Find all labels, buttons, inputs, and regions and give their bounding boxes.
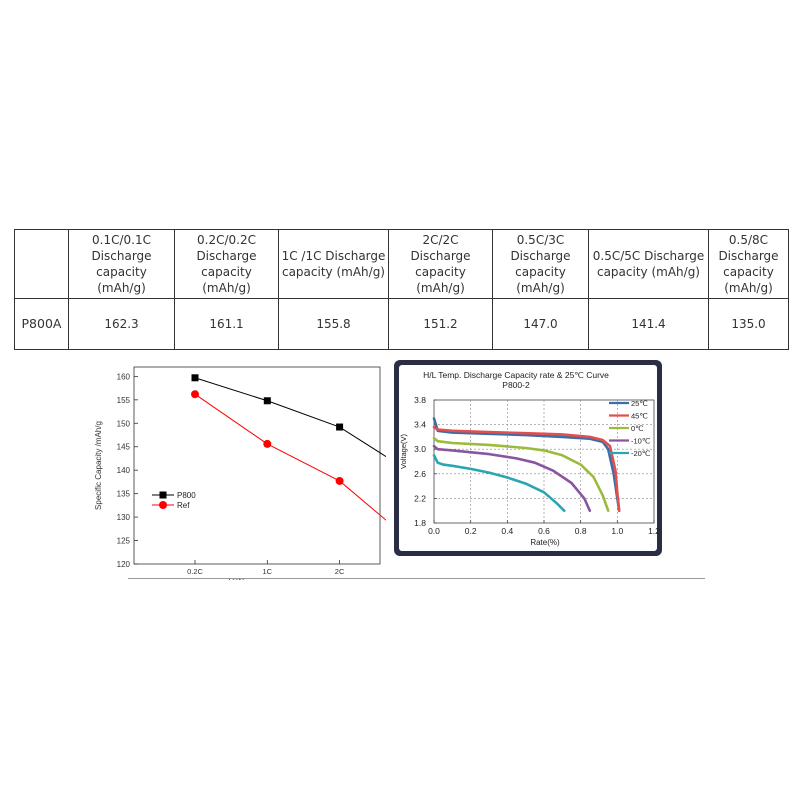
capacity-table: 0.1C/0.1C Discharge capacity (mAh/g) 0.2…: [14, 229, 789, 350]
legend-label: -10℃: [631, 437, 651, 446]
table-cell: 135.0: [708, 298, 789, 350]
data-point: [191, 390, 199, 399]
table-header-row: 0.1C/0.1C Discharge capacity (mAh/g) 0.2…: [14, 229, 789, 299]
plot-frame: [133, 366, 381, 565]
y-tick-label: 145: [117, 443, 131, 452]
table-cell: 161.1: [174, 298, 279, 350]
y-tick-label: 160: [117, 372, 131, 381]
table-header-cell: 0.5C/3C Discharge capacity (mAh/g): [492, 229, 589, 299]
table-header-cell: 2C/2C Discharge capacity (mAh/g): [388, 229, 493, 299]
x-tick-label: 0.2C: [187, 567, 203, 576]
x-tick-label: 0.4: [501, 526, 513, 536]
data-point: [263, 439, 272, 448]
y-tick-label: 140: [117, 466, 131, 475]
legend-marker: [159, 501, 167, 509]
chart-title: H/L Temp. Discharge Capacity rate & 25℃ …: [423, 370, 609, 380]
data-point: [191, 374, 199, 382]
temperature-discharge-chart: H/L Temp. Discharge Capacity rate & 25℃ …: [394, 360, 662, 556]
x-tick-label: 2C: [335, 567, 345, 576]
legend-label: P800: [177, 491, 196, 500]
x-tick-label: 0.8: [575, 526, 587, 536]
table-cell: 147.0: [492, 298, 589, 350]
table-row-label: P800A: [14, 298, 69, 350]
legend-label: Ref: [177, 501, 190, 510]
x-tick-label: 0.2: [465, 526, 477, 536]
data-point: [263, 397, 271, 405]
y-tick-label: 3.8: [414, 395, 426, 405]
table-row: P800A 162.3 161.1 155.8 151.2 147.0 141.…: [14, 298, 789, 350]
data-point: [336, 423, 344, 431]
table-header-cell: [14, 229, 69, 299]
series-line-p800: [194, 377, 386, 458]
legend-label: 0℃: [631, 424, 644, 433]
legend-label: 25℃: [631, 399, 648, 408]
data-point: [335, 476, 344, 485]
table-cell: 162.3: [68, 298, 175, 350]
legend-label: -20℃: [631, 449, 651, 458]
y-axis-label: Voltage(V): [399, 433, 408, 469]
y-tick-label: 3.4: [414, 420, 426, 430]
chart-subtitle: P800-2: [502, 380, 530, 390]
table-header-cell: 0.5C/5C Discharge capacity (mAh/g): [588, 229, 709, 299]
rate-capacity-chart: 1201251301351401451501551600.2C1C2C5CRat…: [94, 366, 386, 580]
y-tick-label: 2.2: [414, 493, 426, 503]
table-cell: 151.2: [388, 298, 493, 350]
y-tick-label: 2.6: [414, 469, 426, 479]
series-line: [432, 417, 621, 512]
y-axis-label: Specific Capacity /mAh/g: [94, 421, 103, 510]
table-header-cell: 0.5/8C Discharge capacity (mAh/g): [708, 229, 789, 299]
y-tick-label: 155: [117, 396, 131, 405]
x-tick-label: 1.2: [648, 526, 660, 536]
table-header-cell: 0.2C/0.2C Discharge capacity (mAh/g): [174, 229, 279, 299]
x-axis-label: Rate(%): [530, 538, 560, 547]
y-tick-label: 130: [117, 513, 131, 522]
x-tick-label: 1C: [263, 567, 273, 576]
series-line: [432, 444, 592, 512]
table-cell: 155.8: [278, 298, 389, 350]
series-line: [432, 454, 566, 512]
legend-marker: [159, 491, 167, 499]
table-header-cell: 0.1C/0.1C Discharge capacity (mAh/g): [68, 229, 175, 299]
legend-label: 45℃: [631, 412, 648, 421]
divider-line: [128, 578, 705, 579]
y-tick-label: 135: [117, 490, 131, 499]
y-tick-label: 125: [117, 537, 131, 546]
x-tick-label: 1.0: [611, 526, 623, 536]
table-cell: 141.4: [588, 298, 709, 350]
x-tick-label: 0.0: [428, 526, 440, 536]
table-header-cell: 1C /1C Discharge capacity (mAh/g): [278, 229, 389, 299]
y-tick-label: 150: [117, 419, 131, 428]
y-tick-label: 3.0: [414, 444, 426, 454]
x-tick-label: 0.6: [538, 526, 550, 536]
y-tick-label: 1.8: [414, 518, 426, 528]
series-line-ref: [194, 393, 386, 521]
series-line: [432, 436, 610, 512]
y-tick-label: 120: [117, 560, 131, 569]
series-line: [432, 425, 621, 512]
